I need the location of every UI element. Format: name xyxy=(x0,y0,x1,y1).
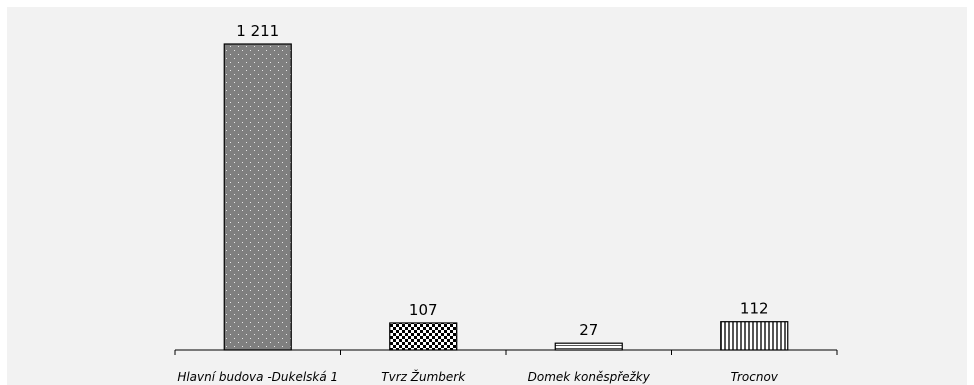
bars-group xyxy=(223,43,789,351)
data-label: 112 xyxy=(740,300,769,318)
x-axis xyxy=(174,349,838,355)
bar xyxy=(223,43,292,351)
x-tick-label: Hlavní budova -Dukelská 1 xyxy=(177,370,338,384)
bar xyxy=(554,342,623,351)
data-label: 1 211 xyxy=(236,22,279,40)
bar xyxy=(720,321,789,351)
data-label: 107 xyxy=(409,301,438,319)
labels-group: 1 211 Hlavní budova -Dukelská 1 107 Tvrz Žu… xyxy=(177,22,778,384)
x-tick-label: Domek koněspřežky xyxy=(528,370,651,384)
x-tick-label: Tvrz Žumberk xyxy=(381,369,466,384)
chart-background xyxy=(7,7,967,385)
x-tick-label: Trocnov xyxy=(731,370,779,384)
bar xyxy=(389,322,458,351)
data-label: 27 xyxy=(579,321,598,339)
